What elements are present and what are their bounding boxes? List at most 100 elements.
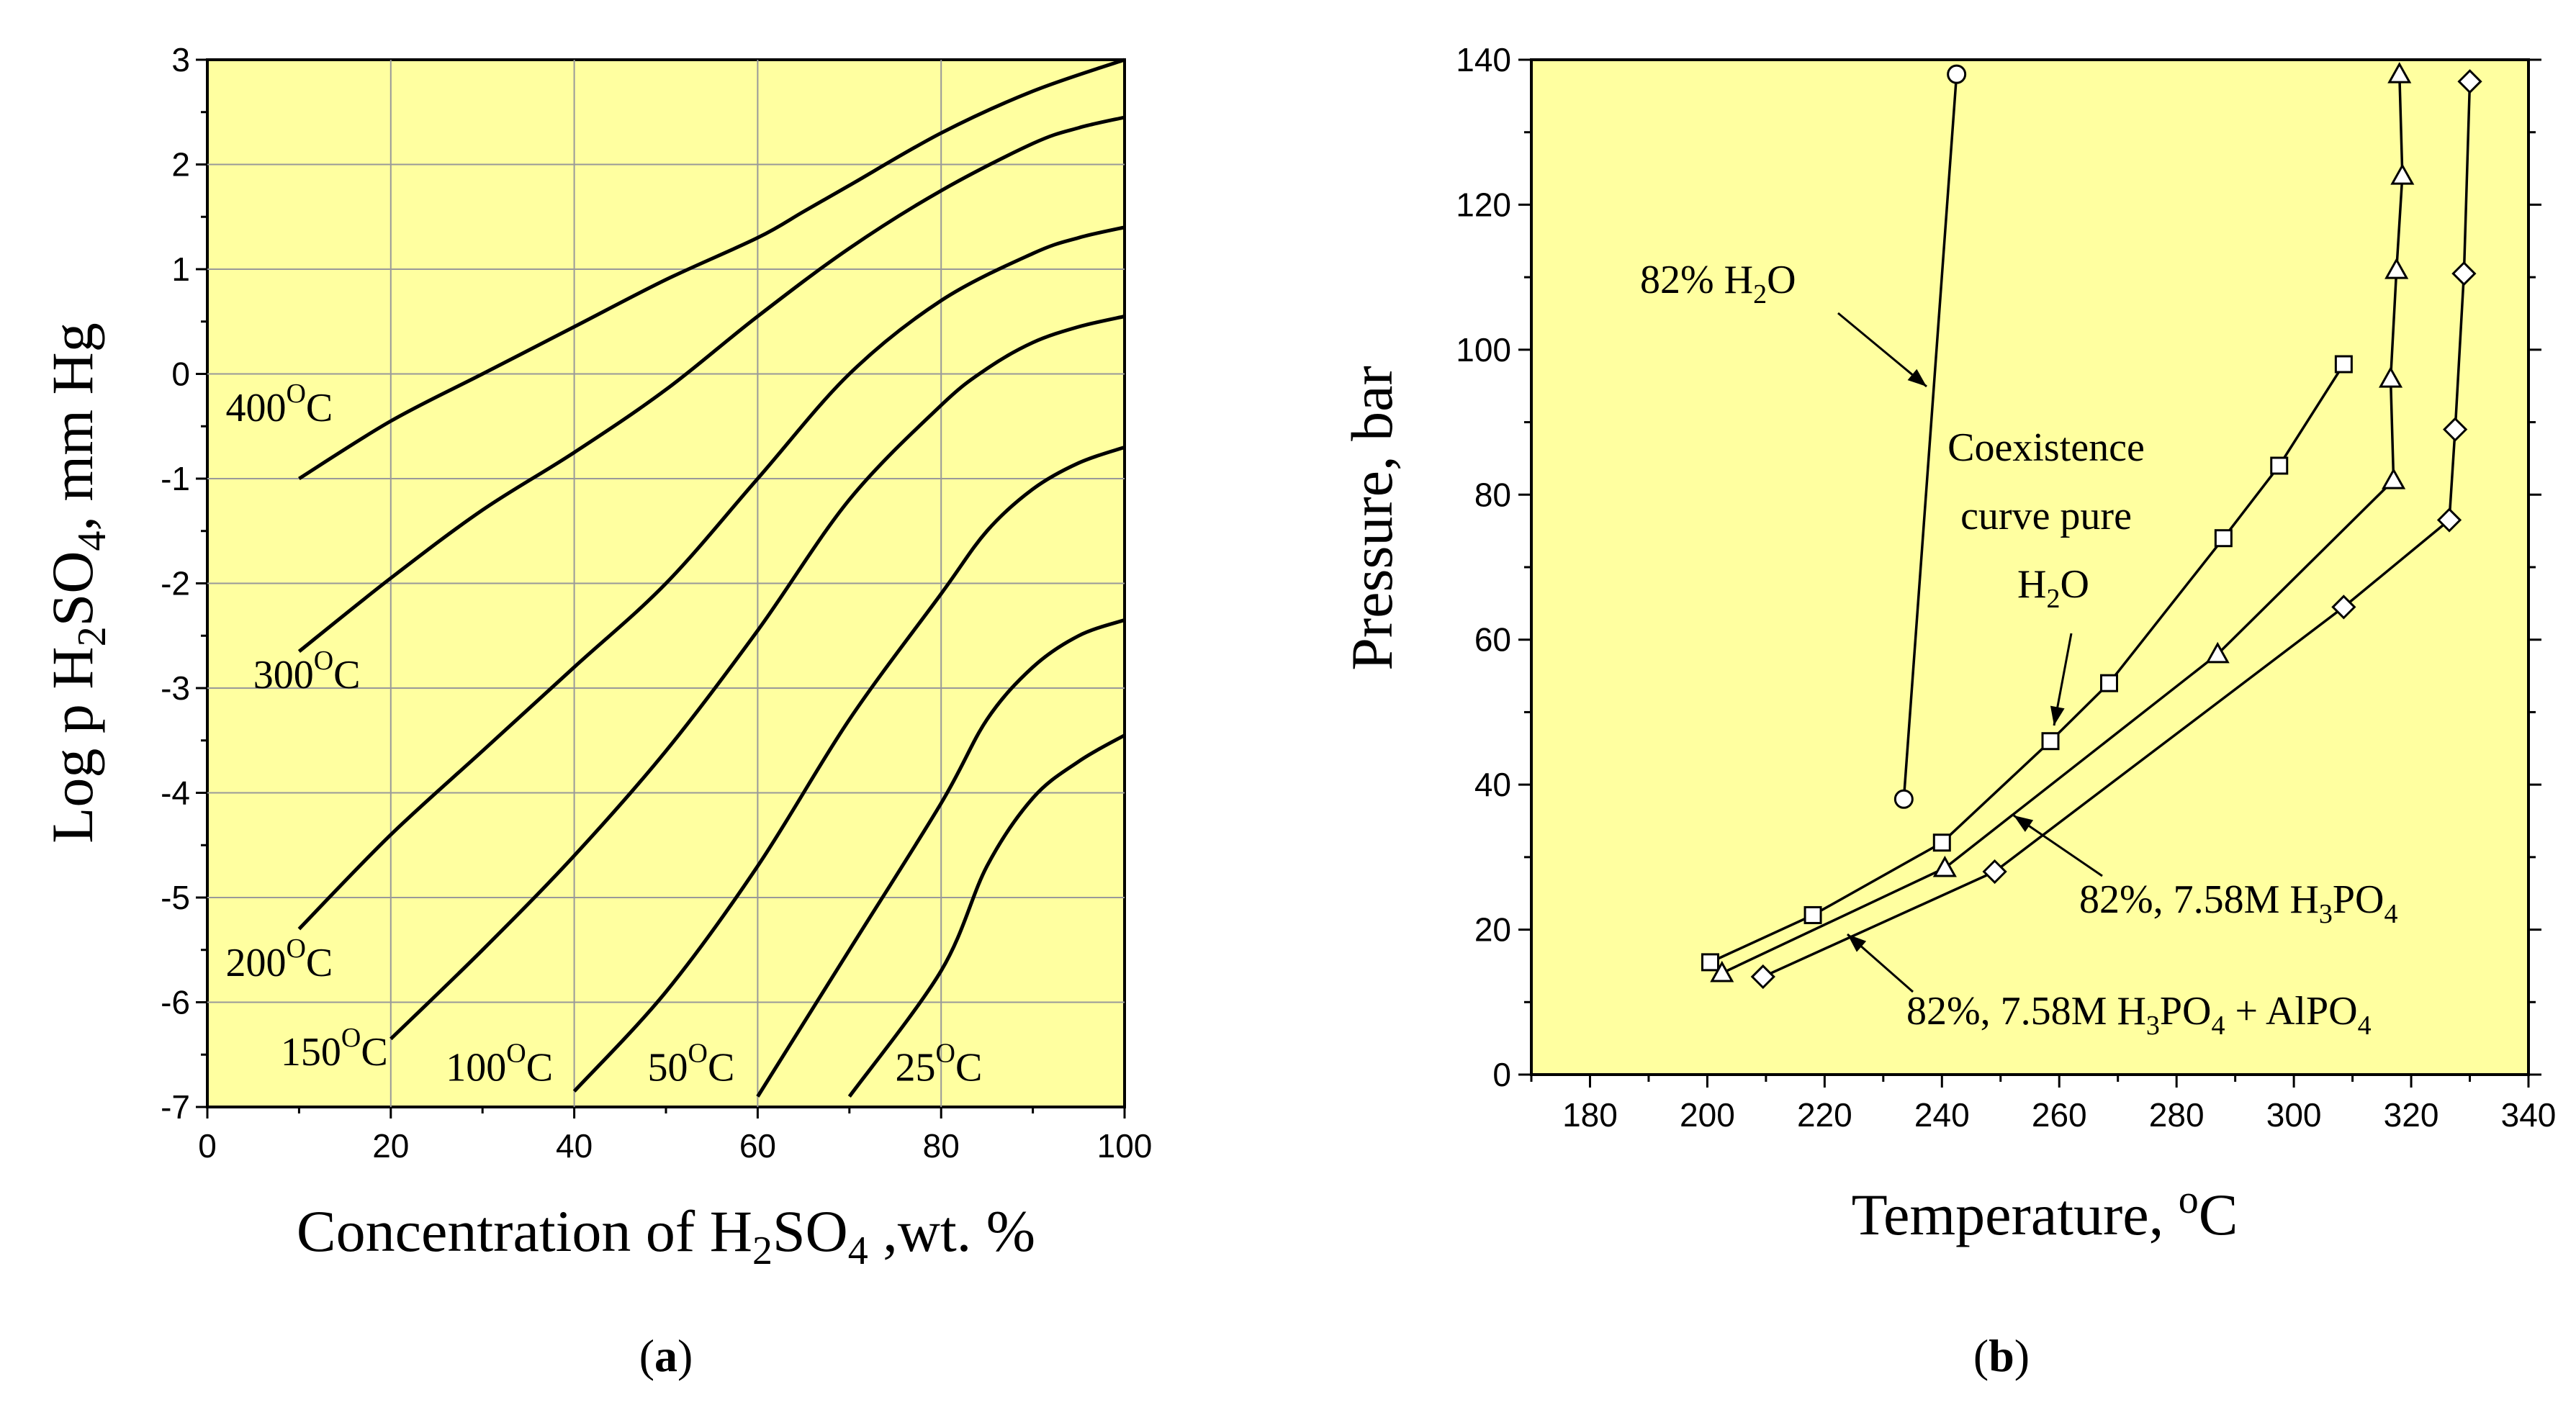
- panel-a-label-unit: C: [708, 1046, 734, 1090]
- panel-a-label-degree: O: [936, 1039, 955, 1069]
- panel-b-caption-letter: b: [1989, 1330, 2014, 1381]
- panel-b-x-tick-label: 320: [2384, 1096, 2439, 1134]
- panel-a-label-value: 25: [896, 1046, 936, 1090]
- panel-a-x-tick-label: 20: [372, 1127, 409, 1165]
- panel-b-x-tick-label: 180: [1562, 1096, 1618, 1134]
- panel-b-marker-triangle: [2382, 468, 2406, 489]
- panel-a-line-400C: [298, 58, 1125, 481]
- panel-b-marker-diamond: [2436, 507, 2462, 533]
- panel-b-y-tick-label: 80: [1474, 476, 1511, 513]
- panel-a-label-value: 400: [225, 386, 286, 430]
- panel-a-x-tick-label: 0: [198, 1127, 217, 1165]
- panel-b-series-line-circle: [1902, 74, 1958, 800]
- panel-b-marker-diamond: [2331, 595, 2356, 620]
- panel-b-x-tick-label: 340: [2501, 1096, 2557, 1134]
- panel-b-marker-triangle: [2387, 62, 2412, 83]
- panel-a-label-unit: C: [306, 941, 333, 985]
- panel-b-marker-diamond: [2443, 417, 2468, 442]
- panel-b-label-subscript: 2: [1753, 279, 1767, 309]
- panel-a-x-tick-label: 40: [556, 1127, 593, 1165]
- panel-b-ticks: 180 200 220 240 260 280 300 320 340 0 20 40 60 80 100 1…: [1456, 41, 2556, 1134]
- panel-b-y-tick-label: 140: [1456, 41, 1511, 78]
- panel-a-ticks: 0 20 40 60 80 100 3 2 1 0 -1 -2 -3 -4 -5 -6 -7: [161, 41, 1152, 1165]
- panel-a-y-tick-label: -7: [161, 1088, 190, 1126]
- panel-b-label-text: 82% H: [1640, 258, 1753, 302]
- panel-b-x-tick-label: 300: [2266, 1096, 2322, 1134]
- panel-b-marker-square: [1701, 953, 1719, 972]
- panel-a-line-25C: [847, 733, 1126, 1098]
- panel-b-series: [1701, 62, 2482, 990]
- panel-a-label-degree: O: [341, 1023, 361, 1053]
- panel-a-y-tick-label: -6: [161, 984, 190, 1021]
- panel-a-label-unit: C: [955, 1046, 982, 1090]
- panel-b-label-h3po4: 82%, 7.58M H3PO4: [2079, 877, 2397, 929]
- panel-b-label-coexistence-line1: Coexistence: [1947, 425, 2145, 470]
- panel-b-marker-diamond: [2451, 261, 2477, 286]
- panel-b-y-axis-title: Pressure, bar: [1339, 366, 1405, 671]
- panel-b-arrow-82-h2o-head: [1907, 369, 1927, 387]
- panel-b-series-line-triangle: [1721, 74, 2404, 975]
- panel-a-label-300C: 300OC: [253, 646, 361, 697]
- panel-b-label-text: H: [2017, 562, 2046, 607]
- panel-a-line-100C: [572, 446, 1125, 1093]
- panel-a-y-title-sub2: 4: [70, 531, 114, 551]
- panel-a-y-tick-label: -1: [161, 460, 190, 497]
- panel-b-label-text: + AlPO: [2225, 989, 2357, 1034]
- panel-b-marker-diamond: [1982, 859, 2007, 885]
- panel-a-y-tick-label: -5: [161, 879, 190, 916]
- panel-b-y-tick-label: 120: [1456, 186, 1511, 223]
- panel-b-label-text: O: [1767, 258, 1796, 302]
- panel-b-label-alpo4: 82%, 7.58M H3PO4 + AlPO4: [1906, 989, 2372, 1041]
- panel-a-y-title-tail: , mm Hg: [40, 322, 105, 530]
- panel-a-y-axis-title: Log p H2SO4, mm Hg: [40, 322, 114, 843]
- panel-b-y-tick-label: 0: [1492, 1056, 1511, 1093]
- panel-a-label-unit: C: [333, 653, 360, 697]
- panel-b-marker-square: [1803, 905, 1822, 924]
- panel-a-x-title-tail: ,wt. %: [868, 1198, 1035, 1264]
- panel-a-y-tick-label: 3: [171, 41, 190, 78]
- panel-a-label-200C: 200OC: [225, 934, 333, 985]
- panel-b-marker-diamond: [1750, 964, 1775, 990]
- panel-b-x-tick-label: 280: [2149, 1096, 2205, 1134]
- panel-b-marker-square: [2270, 456, 2289, 475]
- panel-b-label-subscript: 3: [2146, 1011, 2160, 1041]
- panel-b-x-title-sup: o: [2179, 1178, 2199, 1222]
- panel-b-caption: (b): [1973, 1330, 2030, 1381]
- panel-b-y-tick-label: 40: [1474, 766, 1511, 803]
- panel-a-label-unit: C: [361, 1030, 387, 1075]
- panel-b-marker-triangle: [2378, 366, 2403, 388]
- panel-b-marker-square: [1932, 833, 1951, 852]
- panel-b-arrow-h3po4-head: [2014, 815, 2034, 832]
- panel-a-line-200C: [297, 225, 1125, 931]
- panel-b-chart: 180 200 220 240 260 280 300 320 340 0 20 40 60 80 100 1…: [1339, 41, 2556, 1381]
- panel-a-y-title-mid: SO: [40, 551, 105, 627]
- panel-b-marker-square: [2334, 355, 2353, 374]
- panel-a-y-title-sub1: 2: [70, 626, 114, 646]
- panel-b-label-subscript: 3: [2319, 899, 2333, 929]
- panel-a-label-value: 200: [225, 941, 286, 985]
- panel-a-label-100C: 100OC: [446, 1039, 553, 1090]
- panel-a-x-axis-title: Concentration of H2SO4 ,wt. %: [297, 1198, 1035, 1273]
- panel-a-label-unit: C: [526, 1046, 553, 1090]
- panel-a-caption-letter: a: [654, 1330, 677, 1381]
- panel-b-label-text: PO: [2333, 877, 2384, 922]
- panel-a-x-title-main: Concentration of H: [297, 1198, 752, 1264]
- panel-a-y-tick-label: 2: [171, 146, 190, 184]
- panel-a-x-tick-label: 60: [739, 1127, 776, 1165]
- panel-b-y-tick-label: 100: [1456, 331, 1511, 369]
- panel-b-label-text: 82%, 7.58M H: [2079, 877, 2319, 922]
- panel-b-arrow-82-h2o: [1837, 312, 1927, 388]
- panel-a-series: [297, 58, 1126, 1098]
- panel-a-label-value: 100: [446, 1046, 506, 1090]
- panel-a-x-title-mid: SO: [773, 1198, 848, 1264]
- panel-a-label-150C: 150OC: [281, 1023, 388, 1075]
- panel-a-x-tick-label: 100: [1097, 1127, 1153, 1165]
- panel-b-label-text: O: [2061, 562, 2089, 607]
- panel-b-arrow-alpo4-head: [1847, 934, 1867, 952]
- panel-a-y-tick-label: -3: [161, 669, 190, 707]
- panel-b-label-subscript: 2: [2047, 584, 2061, 614]
- panel-a-caption: (a): [639, 1330, 693, 1381]
- panel-b-marker-circle: [1893, 789, 1914, 809]
- panel-b-marker-circle: [1947, 64, 1967, 84]
